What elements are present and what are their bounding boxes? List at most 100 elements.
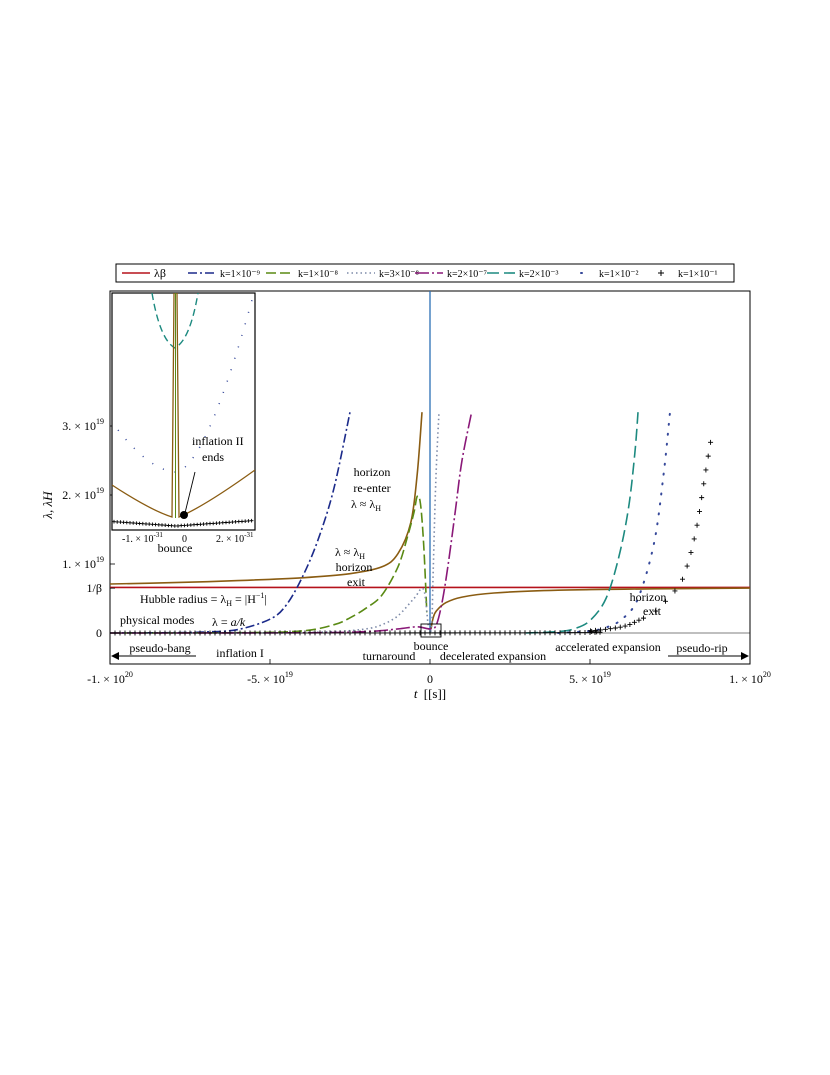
- series-cross-marker: [699, 495, 705, 501]
- legend-entry: k=1×10⁻²: [580, 269, 639, 280]
- series-cross-marker: [162, 630, 168, 636]
- legend-entry: k=2×10⁻⁷: [415, 269, 488, 280]
- series-cross-marker: [122, 630, 128, 636]
- series-cross-marker: [327, 630, 333, 636]
- annot-horizon-exit-1b: exit: [347, 575, 366, 589]
- series-cross-marker: [187, 630, 193, 636]
- series-cross-marker: [653, 608, 659, 614]
- y-tick-label: 1. × 1019: [62, 555, 104, 571]
- series-cross-marker: [177, 630, 183, 636]
- annot-approx-2-main: λ ≈ λ: [335, 545, 359, 559]
- annot-accelerated: accelerated expansion: [555, 640, 661, 654]
- series-cross-marker: [627, 621, 633, 627]
- series-cross-marker: [672, 588, 678, 594]
- legend-entry: k=1×10⁻⁹: [188, 269, 261, 280]
- y-tick-base: 1/β: [87, 581, 102, 595]
- series-cross-marker: [222, 630, 228, 636]
- series-cross-marker: [472, 630, 478, 636]
- annot-approx-2-sub: H: [359, 552, 365, 561]
- x-ticks: -1. × 1020 -5. × 1019 0 5. × 1019 1. × 1020: [87, 659, 771, 686]
- x-tick-label: -1. × 1020: [87, 670, 133, 686]
- x-tick-label: -5. × 1019: [247, 670, 293, 686]
- legend-entry: k=2×10⁻³: [487, 269, 559, 280]
- x-tick-exp: 19: [603, 670, 611, 679]
- series-cross-marker: [640, 615, 646, 621]
- series-cross-marker: [377, 630, 383, 636]
- legend-entry: λβ: [122, 266, 166, 280]
- annotations: horizon re-enter λ ≈ λH λ ≈ λH horizon e…: [111, 465, 749, 663]
- annot-turnaround: turnaround: [363, 649, 416, 663]
- series-cross-marker: [387, 630, 393, 636]
- series-cross-marker: [631, 619, 637, 625]
- series-cross-marker: [542, 630, 548, 636]
- series-cross-marker: [277, 630, 283, 636]
- inset-tick-left: -1. × 10-31: [122, 531, 163, 545]
- series-cross-marker: [402, 630, 408, 636]
- series-cross-marker: [292, 630, 298, 636]
- series-cross-marker: [432, 630, 438, 636]
- series-cross-marker: [622, 623, 628, 629]
- series-cross-marker: [372, 630, 378, 636]
- x-tick-exp: 20: [125, 670, 133, 679]
- series-cross-marker: [307, 630, 313, 636]
- series-cross-marker: [167, 630, 173, 636]
- annot-horizon-exit-2b: exit: [643, 604, 662, 618]
- x-tick-label: 0: [427, 672, 433, 686]
- annot-horizon-reenter-3: λ ≈ λH: [351, 497, 381, 513]
- series-cross-marker: [617, 624, 623, 630]
- y-tick-label: 1/β: [87, 581, 102, 595]
- legend-label: k=3×10⁻⁸: [379, 269, 420, 280]
- series-cross-marker: [357, 630, 363, 636]
- series-cross-marker: [588, 628, 594, 634]
- series-cross-marker: [212, 630, 218, 636]
- series-cross-marker: [267, 630, 273, 636]
- annot-approx-main: λ ≈ λ: [351, 497, 375, 511]
- y-axis-title: λ, λH: [40, 491, 55, 520]
- series-cross-marker: [612, 625, 618, 631]
- series-cross-marker: [462, 630, 468, 636]
- series-cross-marker: [147, 630, 153, 636]
- series-cross-marker: [557, 630, 563, 636]
- x-tick-base: -5. × 10: [247, 672, 285, 686]
- y-tick-label: 3. × 1019: [62, 417, 104, 433]
- series-cross-marker: [562, 630, 568, 636]
- inset-tick-right: 2. × 10-31: [216, 531, 254, 545]
- x-axis-title: t [[s]]: [414, 686, 446, 701]
- series-cross-marker: [701, 481, 707, 487]
- series-cross-marker: [127, 630, 133, 636]
- y-tick-base: 0: [96, 626, 102, 640]
- annot-lambda-eq-lhs: λ =: [212, 615, 231, 629]
- series-cross-marker: [397, 630, 403, 636]
- series-cross-marker: [688, 550, 694, 556]
- series-cross-marker: [694, 522, 700, 528]
- series-cross-marker: [117, 630, 123, 636]
- series-cross-marker: [342, 630, 348, 636]
- legend-entry: k=3×10⁻⁸: [347, 269, 420, 280]
- legend-label: λβ: [154, 266, 166, 280]
- x-tick-label: 5. × 1019: [569, 670, 611, 686]
- series-cross-marker: [691, 536, 697, 542]
- series-cross-marker: [467, 630, 473, 636]
- series-cross-marker: [680, 576, 686, 582]
- series-cross-marker: [202, 630, 208, 636]
- y-tick-exp: 19: [96, 555, 104, 564]
- annot-horizon-reenter-1: horizon: [354, 465, 391, 479]
- series-cross-marker: [237, 630, 243, 636]
- series-cross-marker: [182, 630, 188, 636]
- y-tick-exp: 19: [96, 486, 104, 495]
- series-cross-marker: [247, 630, 253, 636]
- series-cross-marker: [152, 630, 158, 636]
- series-cross-marker: [252, 630, 258, 636]
- series-cross-marker: [577, 630, 583, 636]
- series-cross-marker: [589, 629, 595, 635]
- series-cross-marker: [232, 630, 238, 636]
- series-cross-marker: [447, 630, 453, 636]
- annot-lambda-eq: λ = a/k: [212, 615, 246, 629]
- series-cross-marker: [347, 630, 353, 636]
- series-cross-marker: [457, 630, 463, 636]
- series-cross-marker: [452, 630, 458, 636]
- x-tick-base: -1. × 10: [87, 672, 125, 686]
- series-cross-marker: [684, 563, 690, 569]
